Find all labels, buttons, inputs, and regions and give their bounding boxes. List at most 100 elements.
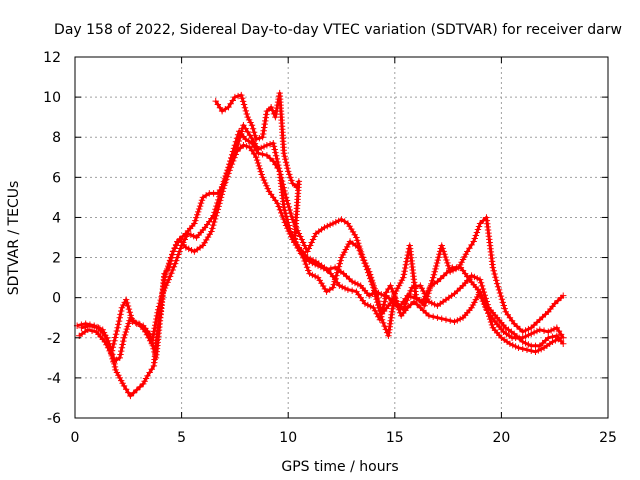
data-marker [498, 296, 506, 303]
data-marker [522, 333, 529, 340]
x-tick-label: 0 [71, 430, 80, 446]
data-marker [492, 274, 499, 281]
data-marker [494, 283, 502, 290]
data-marker [190, 232, 197, 240]
data-marker [262, 117, 269, 125]
data-marker [343, 273, 350, 280]
data-marker [288, 213, 295, 220]
data-marker [281, 187, 288, 195]
data-marker [111, 337, 118, 344]
data-marker [247, 119, 254, 126]
data-marker [443, 269, 450, 277]
data-marker [381, 322, 388, 330]
data-marker [82, 323, 89, 330]
data-marker [407, 293, 414, 300]
data-point [304, 248, 311, 255]
data-point [280, 204, 288, 211]
data-marker [478, 282, 486, 290]
data-marker [126, 309, 134, 316]
data-marker [231, 149, 238, 157]
data-marker [371, 290, 379, 297]
data-marker [221, 176, 229, 184]
data-marker [477, 279, 485, 286]
data-marker [113, 327, 121, 335]
data-marker [270, 143, 278, 150]
data-point [370, 304, 377, 311]
data-marker [539, 313, 546, 321]
data-point [244, 113, 251, 121]
data-point [272, 113, 279, 121]
data-marker [188, 247, 195, 254]
data-point [476, 220, 484, 227]
data-marker [209, 225, 216, 232]
data-marker [263, 182, 270, 189]
data-marker [377, 310, 384, 318]
data-marker [298, 236, 305, 243]
data-marker [491, 270, 498, 278]
data-point [493, 280, 501, 287]
data-point [447, 268, 454, 275]
data-marker [255, 162, 263, 170]
data-marker [122, 328, 130, 336]
data-point [451, 318, 458, 325]
data-marker [271, 146, 278, 153]
data-marker [525, 331, 532, 339]
data-marker [488, 321, 496, 329]
data-marker [407, 301, 414, 308]
data-marker [431, 268, 438, 275]
data-marker [555, 327, 563, 335]
data-marker [260, 127, 267, 134]
data-marker [117, 307, 125, 315]
data-marker [285, 203, 293, 211]
data-marker [242, 107, 250, 115]
data-marker [299, 239, 307, 246]
data-marker [542, 337, 549, 344]
data-marker [259, 151, 266, 158]
y-tick-label: 4 [52, 210, 61, 226]
data-marker [533, 327, 541, 335]
data-marker [500, 302, 507, 309]
data-marker [120, 337, 127, 345]
data-marker [312, 273, 319, 280]
data-marker [266, 141, 274, 148]
data-point [122, 296, 130, 303]
data-point [120, 382, 128, 390]
data-marker [471, 299, 478, 306]
data-point [191, 220, 198, 227]
data-marker [424, 293, 431, 300]
data-marker [341, 285, 349, 292]
data-point [348, 278, 356, 285]
data-marker [142, 375, 150, 382]
data-point [291, 238, 298, 245]
data-point [112, 366, 119, 374]
data-marker [282, 190, 289, 198]
data-point [182, 244, 190, 251]
data-marker [324, 222, 331, 230]
data-marker [249, 125, 257, 132]
data-point [438, 242, 445, 249]
data-marker [181, 236, 188, 243]
data-marker [222, 173, 230, 181]
data-marker [234, 92, 242, 100]
data-point [528, 330, 535, 337]
data-marker [374, 299, 381, 306]
data-marker [240, 101, 248, 108]
data-marker [112, 334, 119, 341]
data-marker [441, 251, 448, 258]
data-marker [395, 282, 403, 289]
data-marker [105, 340, 112, 347]
y-axis-label: SDTVAR / TECUs [6, 181, 22, 296]
data-marker [241, 104, 249, 111]
data-marker [282, 159, 290, 166]
data-marker [244, 128, 251, 136]
data-point [263, 142, 271, 149]
data-marker [381, 298, 388, 305]
data-marker [288, 177, 295, 184]
data-marker [177, 245, 184, 252]
data-marker [335, 263, 343, 270]
data-point [270, 158, 277, 165]
data-marker [215, 196, 222, 204]
data-point [240, 142, 247, 149]
data-marker [179, 232, 187, 240]
